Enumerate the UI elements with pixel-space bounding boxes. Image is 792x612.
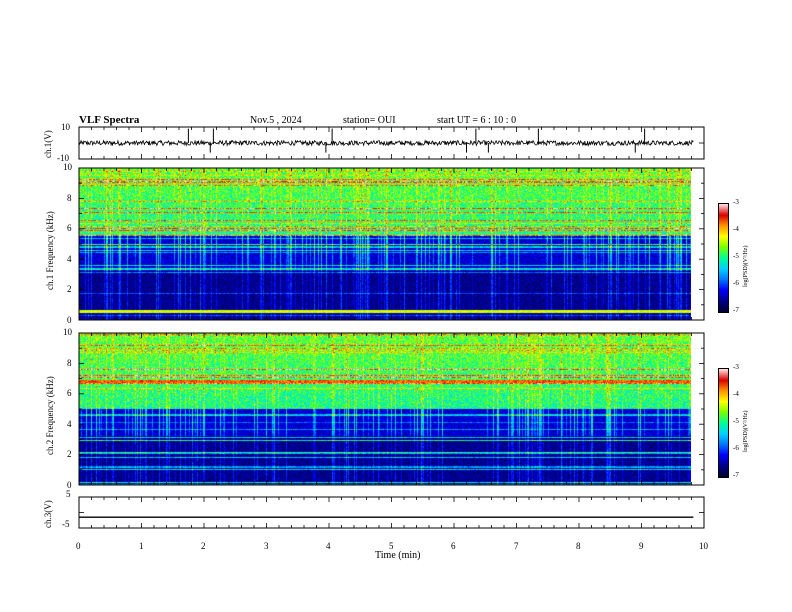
axis-ticks (78, 126, 705, 529)
spec1-ytick-2: 2 (67, 284, 72, 294)
ch1-ytick-neg10: -10 (57, 153, 69, 163)
cbar2-label: log(PSD)(V²/Hz) (743, 410, 749, 452)
ch1-trace (78, 139, 694, 147)
spec2-ytick-10: 10 (63, 327, 72, 337)
spec1-ytick-4: 4 (67, 254, 72, 264)
cbar2-tick-3: -3 (733, 363, 739, 371)
cbar1-label: log(PSD)(V²/Hz) (743, 245, 749, 287)
cbar2-tick-6: -6 (733, 444, 739, 452)
spec1-ytick-0: 0 (67, 315, 72, 325)
ch1-colorbar (718, 203, 729, 313)
ch1-ylabel: ch.1(V) (43, 130, 53, 158)
xtick-5: 5 (389, 541, 394, 551)
xtick-10: 10 (699, 541, 708, 551)
panel-frames (78, 126, 705, 529)
spec1-ytick-8: 8 (67, 193, 72, 203)
station-label: station= OUI (343, 115, 396, 126)
panel-frame-3 (78, 332, 705, 486)
spec2-ylabel: ch.2 Frequency (kHz) (45, 376, 55, 455)
spec1-ylabel: ch.1 Frequency (kHz) (45, 211, 55, 290)
ch1-spectrogram-image (79, 168, 691, 320)
start-ut-label: start UT = 6 : 10 : 0 (437, 115, 517, 126)
cbar2-tick-5: -5 (733, 417, 739, 425)
xtick-7: 7 (514, 541, 519, 551)
panel-frame-2 (78, 167, 705, 321)
xtick-1: 1 (139, 541, 144, 551)
cbar1-tick-7: -7 (733, 306, 739, 314)
spec2-ytick-0: 0 (67, 480, 72, 490)
ch3-ytick-neg5: -5 (62, 519, 70, 529)
cbar1-tick-3: -3 (733, 198, 739, 206)
cbar1-tick-5: -5 (733, 252, 739, 260)
ch2-spectrogram-image (79, 333, 691, 485)
cbar1-tick-6: -6 (733, 279, 739, 287)
xtick-9: 9 (639, 541, 644, 551)
spec1-ytick-6: 6 (67, 223, 72, 233)
ch3-ylabel: ch.3(V) (43, 500, 53, 528)
spec2-ytick-2: 2 (67, 449, 72, 459)
date-label: Nov.5 , 2024 (250, 115, 302, 126)
spec1-ytick-10: 10 (63, 162, 72, 172)
cbar2-tick-7: -7 (733, 471, 739, 479)
xtick-6: 6 (451, 541, 456, 551)
cbar2-tick-4: -4 (733, 390, 739, 398)
spec2-ytick-8: 8 (67, 358, 72, 368)
spec2-ytick-4: 4 (67, 419, 72, 429)
ch2-colorbar (718, 368, 729, 478)
ch1-waveform-line (78, 128, 694, 153)
xtick-2: 2 (201, 541, 206, 551)
x-axis-label: Time (min) (375, 550, 421, 561)
xtick-0: 0 (76, 541, 81, 551)
xtick-4: 4 (326, 541, 331, 551)
xtick-3: 3 (264, 541, 269, 551)
figure-title: VLF Spectra (79, 114, 140, 126)
ch1-ytick-10: 10 (61, 122, 70, 132)
xtick-8: 8 (576, 541, 581, 551)
spec2-ytick-6: 6 (67, 388, 72, 398)
cbar1-tick-4: -4 (733, 225, 739, 233)
ch3-ytick-5: 5 (66, 489, 71, 499)
